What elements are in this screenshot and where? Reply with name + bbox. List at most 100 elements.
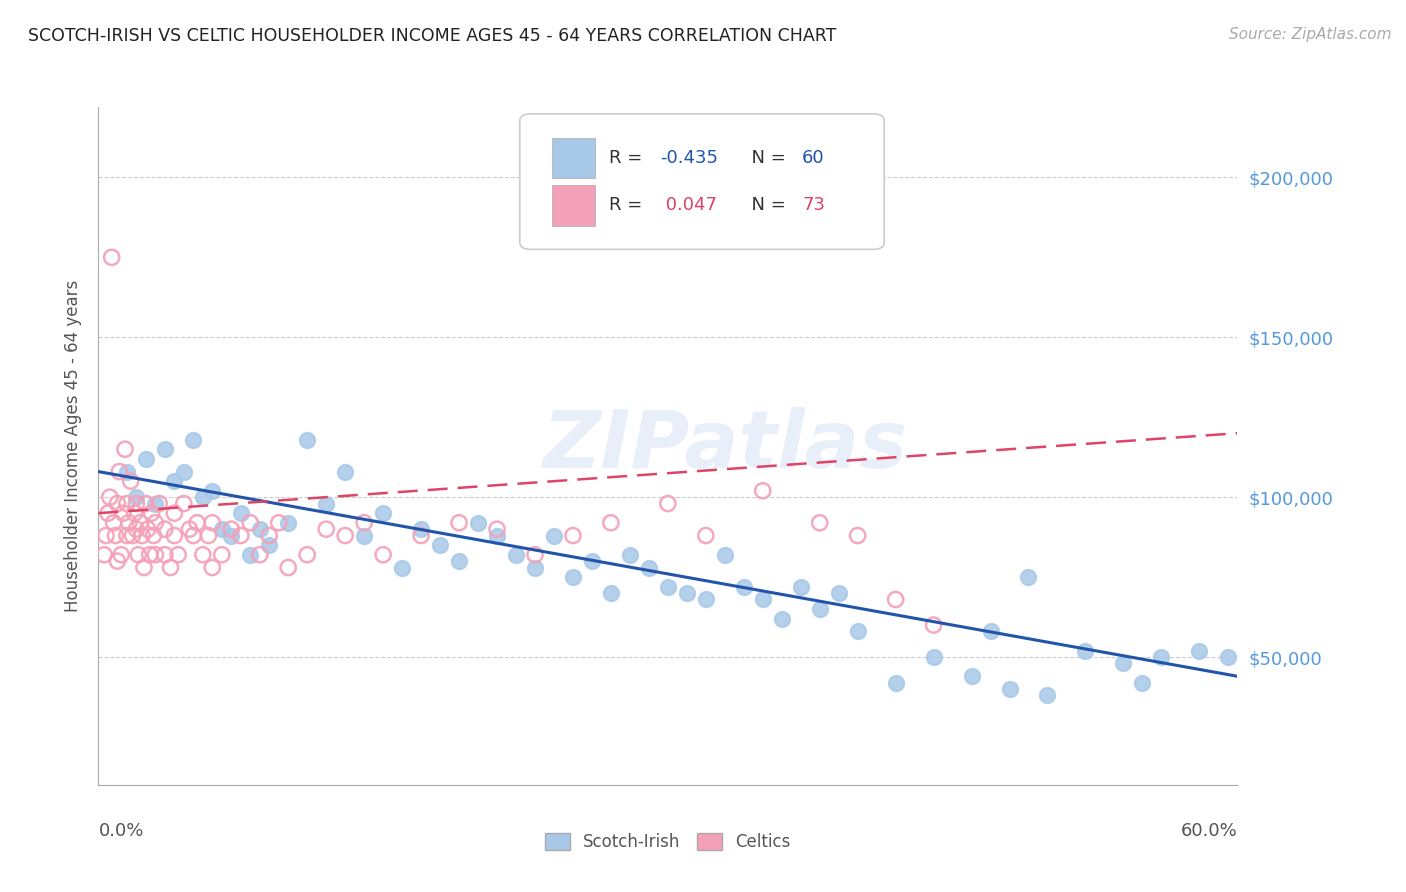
Text: Source: ZipAtlas.com: Source: ZipAtlas.com [1229,27,1392,42]
Point [1188,643,1211,657]
Text: R =: R = [609,196,648,214]
Point [297,548,319,562]
Point [1216,650,1239,665]
Point [100,250,122,264]
Point [153,442,176,457]
Text: 0.047: 0.047 [659,196,717,214]
Point [657,580,679,594]
Point [145,548,167,562]
Point [103,516,125,530]
Point [229,528,252,542]
Point [221,528,243,542]
Point [998,681,1021,696]
Point [391,560,413,574]
Point [884,675,907,690]
Point [657,497,679,511]
Text: SCOTCH-IRISH VS CELTIC HOUSEHOLDER INCOME AGES 45 - 64 YEARS CORRELATION CHART: SCOTCH-IRISH VS CELTIC HOUSEHOLDER INCOM… [28,27,837,45]
Point [145,516,167,530]
Point [1132,675,1154,690]
Point [229,506,252,520]
Point [808,602,831,616]
Point [145,497,167,511]
Point [97,506,120,520]
Point [884,592,907,607]
Text: ZIPatlas: ZIPatlas [543,407,907,485]
Point [335,465,357,479]
Point [770,612,793,626]
Point [714,548,737,562]
Point [429,538,451,552]
Point [411,528,433,542]
Point [127,548,149,562]
Text: R =: R = [609,149,648,167]
Point [115,497,138,511]
Point [315,522,337,536]
Point [115,465,138,479]
Point [125,490,148,504]
Point [159,560,181,574]
Point [167,548,190,562]
Legend: Scotch-Irish, Celtics: Scotch-Irish, Celtics [538,827,797,858]
Point [790,580,813,594]
Point [148,497,170,511]
Point [201,516,224,530]
Point [619,548,641,562]
Point [562,570,585,584]
Text: N =: N = [740,196,792,214]
Point [115,528,138,542]
Y-axis label: Householder Income Ages 45 - 64 years: Householder Income Ages 45 - 64 years [65,280,83,612]
Point [153,548,176,562]
Point [163,506,186,520]
Point [211,522,233,536]
Point [371,548,394,562]
Point [98,490,121,504]
Point [259,538,281,552]
Point [828,586,851,600]
Point [562,528,585,542]
Point [120,474,142,488]
Text: 0.0%: 0.0% [98,822,143,840]
Point [467,516,489,530]
FancyBboxPatch shape [551,185,595,226]
Point [239,516,262,530]
Point [93,548,115,562]
Point [179,522,201,536]
Point [138,548,160,562]
Point [114,442,136,457]
Point [695,592,717,607]
Point [112,506,135,520]
Point [315,497,337,511]
Point [600,516,623,530]
Point [267,516,290,530]
Point [297,433,319,447]
Point [486,528,509,542]
Point [1112,657,1135,671]
Point [132,560,155,574]
Point [695,528,717,542]
Point [131,528,153,542]
Point [1150,650,1173,665]
Point [135,497,157,511]
FancyBboxPatch shape [520,114,884,250]
Point [808,516,831,530]
Point [94,528,117,542]
Text: N =: N = [740,149,792,167]
Point [104,528,127,542]
Point [191,548,214,562]
Point [173,465,195,479]
Point [581,554,603,568]
Point [960,669,983,683]
Point [600,586,623,600]
Point [447,554,470,568]
Point [846,528,869,542]
Point [239,548,262,562]
Point [524,548,547,562]
Point [543,528,565,542]
Point [922,650,945,665]
Point [505,548,527,562]
Point [676,586,699,600]
Point [118,516,141,530]
Point [752,483,775,498]
Point [173,497,195,511]
Point [136,522,159,536]
